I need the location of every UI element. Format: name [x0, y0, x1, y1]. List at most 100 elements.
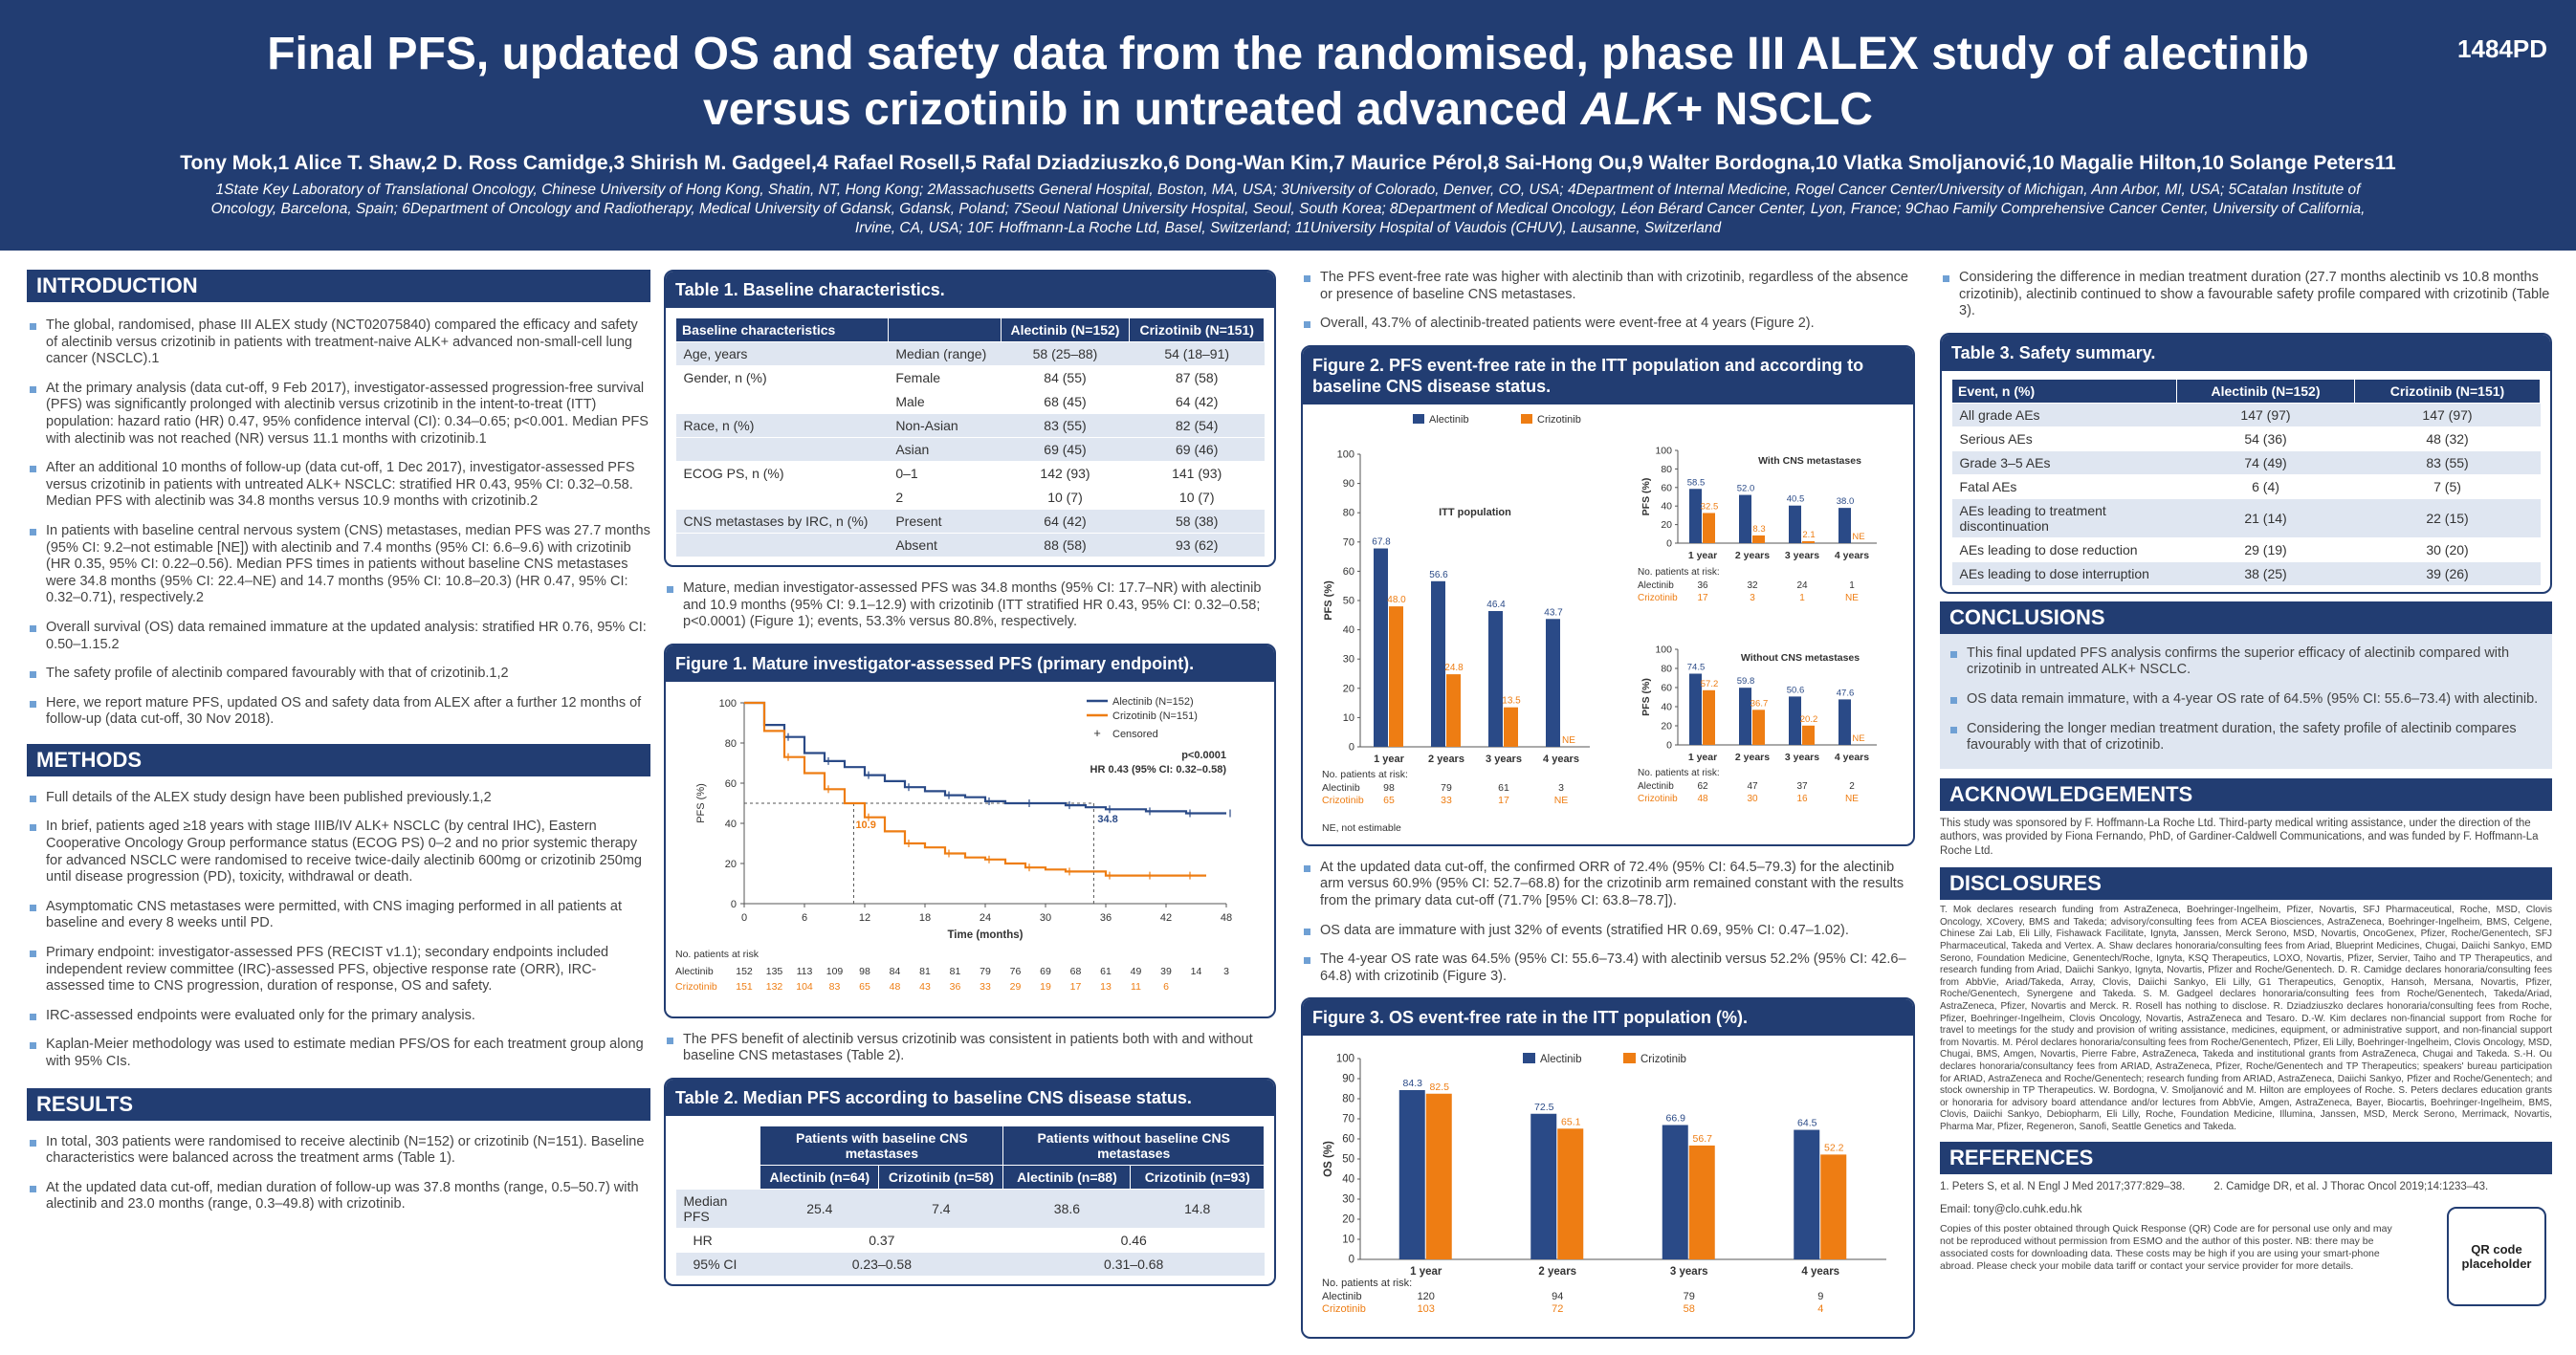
- bar-value-label: 43.7: [1544, 607, 1563, 618]
- risk-value: 24: [1796, 580, 1808, 591]
- table-row: 2 10 (7) 10 (7): [675, 485, 1265, 510]
- x-category-label: 4 years: [1835, 550, 1869, 561]
- mid-list-2: The PFS benefit of alectinib versus criz…: [664, 1032, 1276, 1065]
- bar-alectinib: [1689, 489, 1702, 543]
- table-row: Gender, n (%) Female 84 (55) 87 (58): [675, 365, 1265, 390]
- risk-value: 1: [1849, 580, 1855, 591]
- bar-value-label: 58.5: [1687, 477, 1706, 488]
- y-tick-label: 90: [1342, 1074, 1354, 1085]
- table-row: All grade AEs 147 (97) 147 (97): [1951, 403, 2541, 427]
- x-category-label: 3 years: [1670, 1266, 1708, 1278]
- risk-value: 65: [859, 981, 870, 993]
- list-item: In patients with baseline central nervou…: [27, 523, 650, 607]
- legend-label: Censored: [1112, 729, 1158, 740]
- risk-value: 1: [1799, 593, 1805, 603]
- risk-value: 83: [829, 981, 841, 993]
- x-tick-label: 12: [859, 912, 870, 924]
- legend-swatch: [1523, 1053, 1535, 1064]
- risk-value: NE: [1554, 795, 1569, 806]
- results-list: In total, 303 patients were randomised t…: [27, 1134, 650, 1213]
- conclusions-heading: CONCLUSIONS: [1940, 601, 2552, 634]
- bar-value-label: 46.4: [1486, 600, 1506, 610]
- list-item: The PFS event-free rate was higher with …: [1301, 270, 1915, 303]
- table-header: [887, 317, 1002, 342]
- table-cell: [675, 389, 889, 414]
- table-cell: ECOG PS, n (%): [675, 461, 889, 486]
- conclusions-box: This final updated PFS analysis confirms…: [1940, 633, 2552, 769]
- bar-alectinib: [1739, 687, 1751, 745]
- x-category-label: 2 years: [1538, 1266, 1576, 1278]
- table-cell: Median PFS: [675, 1189, 760, 1229]
- risk-value: 61: [1100, 966, 1112, 977]
- bar-crizotinib: [1688, 1146, 1715, 1260]
- risk-value: 37: [1796, 781, 1808, 792]
- risk-value: 33: [1441, 795, 1452, 806]
- table-header: Alectinib (N=152): [2175, 378, 2356, 404]
- list-item: Mature, median investigator-assessed PFS…: [664, 580, 1276, 631]
- bar-crizotinib: [1802, 540, 1815, 543]
- table-cell: 14.8: [1130, 1189, 1265, 1229]
- risk-value: 48: [890, 981, 901, 993]
- table-cell: Grade 3–5 AEs: [1951, 450, 2177, 475]
- table-cell: 58 (25–88): [1001, 341, 1130, 366]
- bar-value-label: 65.1: [1561, 1117, 1581, 1128]
- risk-value: 84: [890, 966, 901, 977]
- table-cell: Median (range): [888, 341, 1002, 366]
- bar-crizotinib: [1504, 707, 1518, 747]
- qr-code-placeholder[interactable]: QR code placeholder: [2447, 1206, 2546, 1306]
- bar-value-label: 72.5: [1534, 1102, 1554, 1113]
- legend-label: Alectinib (N=152): [1112, 696, 1194, 708]
- table-cell: 10 (7): [1001, 485, 1130, 510]
- y-tick-label: 30: [1343, 653, 1354, 665]
- y-tick-label: 20: [725, 859, 737, 870]
- table-2-title: Table 2. Median PFS according to baselin…: [666, 1079, 1274, 1116]
- legend-label: Alectinib: [1429, 414, 1469, 426]
- legend-swatch: [1623, 1053, 1636, 1064]
- table-1-grid: Baseline characteristics Alectinib (N=15…: [675, 317, 1265, 557]
- risk-value: 81: [950, 966, 961, 977]
- risk-table-label: No. patients at risk:: [1322, 1278, 1412, 1289]
- results-heading: RESULTS: [27, 1087, 650, 1121]
- figure-1-title: Figure 1. Mature investigator-assessed P…: [666, 645, 1274, 682]
- poster-header: Final PFS, updated OS and safety data fr…: [0, 0, 2576, 251]
- risk-value: 36: [1697, 580, 1708, 591]
- x-tick-label: 6: [802, 912, 807, 924]
- references-heading: REFERENCES: [1940, 1141, 2552, 1174]
- y-tick-label: 40: [725, 819, 737, 830]
- x-tick-label: 0: [741, 912, 747, 924]
- risk-value: 65: [1383, 795, 1395, 806]
- x-category-label: 4 years: [1543, 754, 1579, 765]
- y-tick-label: 70: [1343, 536, 1354, 548]
- table-cell: All grade AEs: [1951, 403, 2177, 427]
- table-cell: 29 (19): [2176, 537, 2355, 562]
- table-cell: 22 (15): [2354, 498, 2541, 538]
- table-cell: 93 (62): [1129, 533, 1265, 557]
- bar-chart-os: 0 10 20 30 40 50 60 70 80 90 100 OS (%) 84.3 82.5 1 ye…: [1322, 1054, 1886, 1315]
- risk-value: 39: [1160, 966, 1172, 977]
- figure-2-title: Figure 2. PFS event-free rate in the ITT…: [1303, 346, 1913, 404]
- risk-value: 3: [1223, 966, 1229, 977]
- table-cell: 69 (46): [1129, 437, 1265, 462]
- table-header: Crizotinib (N=151): [2354, 378, 2541, 404]
- y-tick-label: 80: [1342, 1094, 1354, 1105]
- reference-item: 1. Peters S, et al. N Engl J Med 2017;37…: [1940, 1180, 2186, 1192]
- y-tick-label: 40: [1342, 1174, 1354, 1186]
- y-tick-label: 10: [1342, 1235, 1354, 1246]
- x-category-label: 1 year: [1688, 550, 1717, 561]
- figure-3: Figure 3. OS event-free rate in the ITT …: [1301, 997, 1915, 1340]
- table-cell: [675, 485, 889, 510]
- median-label-alectinib: 34.8: [1097, 814, 1117, 825]
- table-3: Table 3. Safety summary. Event, n (%) Al…: [1940, 332, 2552, 594]
- x-tick-label: 18: [919, 912, 931, 924]
- risk-value: 79: [980, 966, 991, 977]
- y-tick-label: 60: [1661, 682, 1672, 693]
- risk-value: 104: [796, 981, 813, 993]
- risk-row-label: Crizotinib: [1322, 795, 1364, 806]
- risk-value: 17: [1498, 795, 1509, 806]
- table-cell: 95% CI: [675, 1252, 760, 1277]
- y-tick-label: 20: [1661, 519, 1672, 531]
- table-cell: 64 (42): [1001, 509, 1130, 534]
- bar-crizotinib: [1802, 725, 1815, 745]
- bar-value-label: 32.5: [1701, 501, 1719, 512]
- bar-alectinib: [1794, 1129, 1820, 1260]
